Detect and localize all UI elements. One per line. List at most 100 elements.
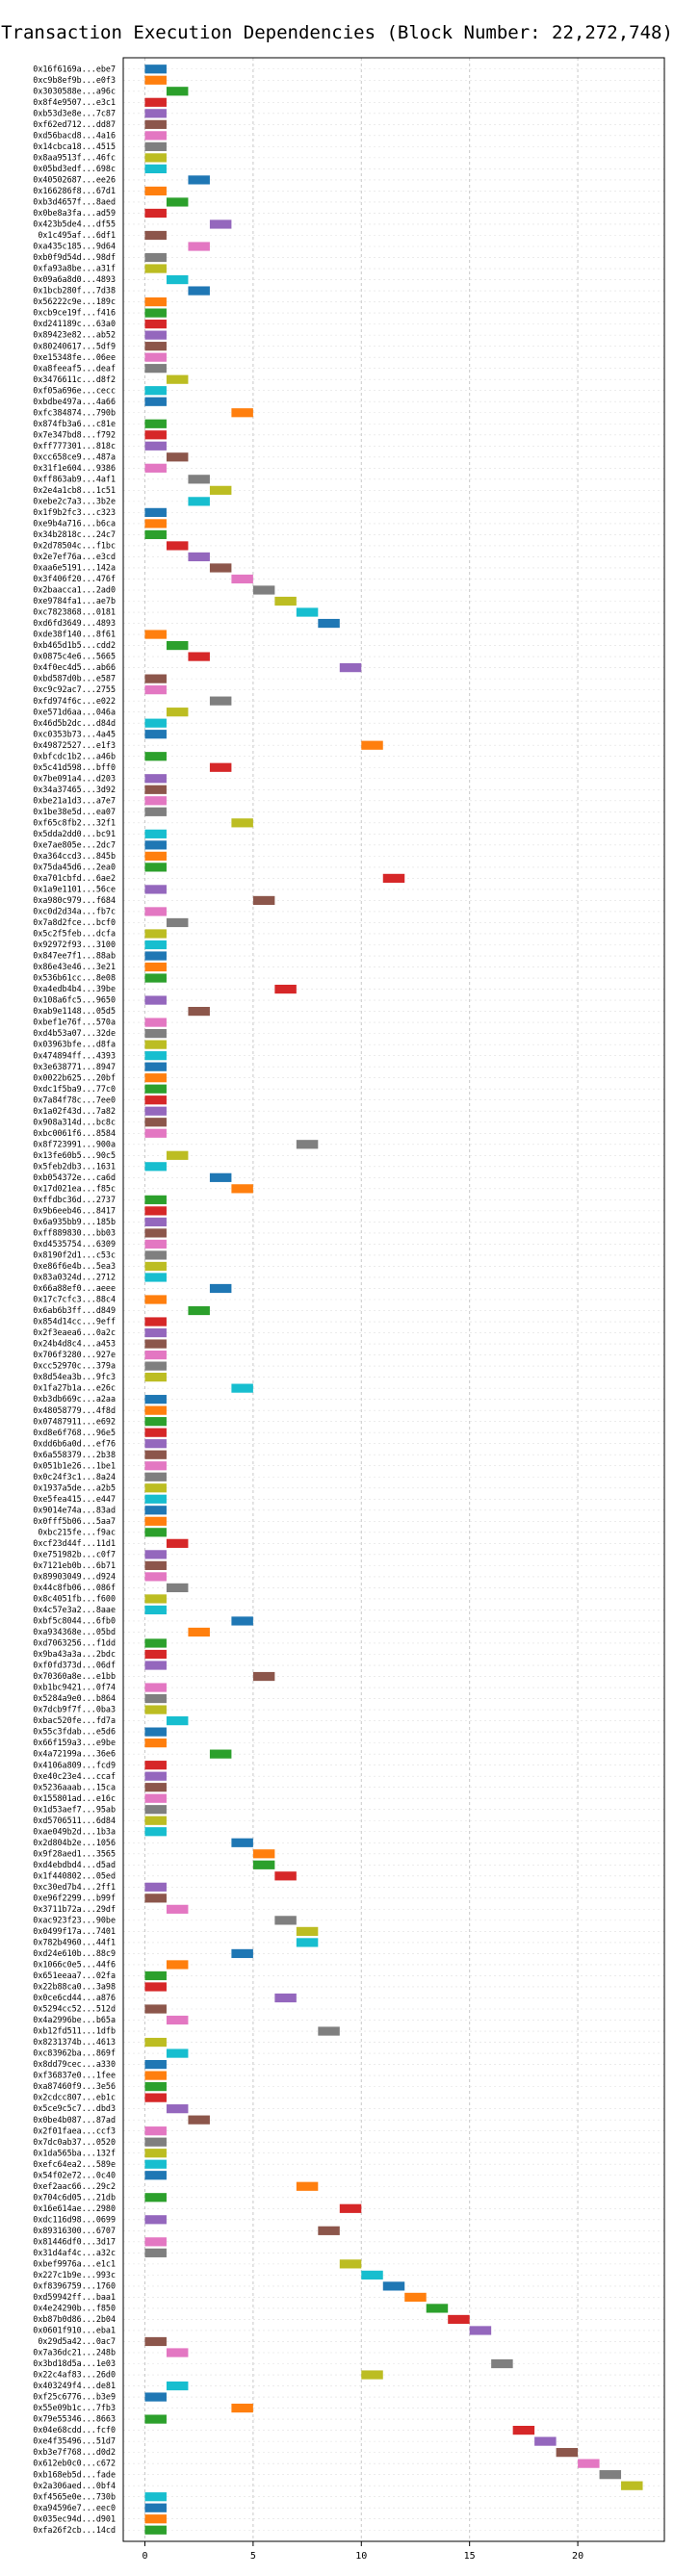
- transaction-bar: [144, 1638, 167, 1648]
- transaction-label: 0xbc0061f6...8584: [33, 1128, 116, 1138]
- transaction-label: 0x86e43e46...3e21: [33, 962, 116, 971]
- transaction-label: 0x80240617...5df9: [33, 341, 116, 350]
- transaction-label: 0xde38f140...8f61: [33, 630, 116, 639]
- transaction-label: 0xd7063256...f1dd: [33, 1638, 116, 1648]
- transaction-bar: [144, 2414, 167, 2424]
- transaction-label: 0x854d14cc...9eff: [33, 1317, 116, 1327]
- transaction-bar: [144, 1250, 167, 1260]
- transaction-label: 0xf36837e0...1fee: [33, 2071, 116, 2080]
- transaction-label: 0x2e7ef76a...e3cd: [33, 552, 116, 561]
- transaction-bar: [144, 2237, 167, 2247]
- transaction-bar: [144, 519, 167, 528]
- transaction-bar: [144, 1572, 167, 1582]
- transaction-bar: [339, 2259, 362, 2269]
- transaction-bar: [144, 940, 167, 950]
- transaction-bar: [144, 2171, 167, 2180]
- transaction-bar: [144, 64, 167, 74]
- transaction-bar: [166, 1904, 189, 1914]
- transaction-bar: [144, 718, 167, 728]
- transaction-label: 0x1a02f43d...7a82: [33, 1106, 116, 1116]
- transaction-label: 0x4106a809...fcd9: [33, 1760, 116, 1769]
- transaction-bar: [144, 1118, 167, 1127]
- transaction-label: 0x7be091a4...d203: [33, 773, 116, 783]
- transaction-bar: [144, 1162, 167, 1172]
- transaction-label: 0xcc658ce9...487a: [33, 451, 116, 461]
- transaction-label: 0xfd974f6c...e022: [33, 696, 116, 706]
- transaction-bar: [339, 662, 362, 673]
- transaction-label: 0x474894ff...4393: [33, 1050, 116, 1060]
- transaction-bar: [144, 1882, 167, 1892]
- transaction-label: 0x4e24290b...f850: [33, 2304, 116, 2313]
- transaction-label: 0x4a72199a...36e6: [33, 1749, 116, 1759]
- transaction-bar: [144, 1793, 167, 1803]
- transaction-label: 0xa934368e...05bd: [33, 1627, 116, 1636]
- transaction-label: 0x34b2818c...24c7: [33, 529, 116, 539]
- transaction-label: 0x0be4b087...87ad: [33, 2115, 116, 2125]
- transaction-label: 0xe9784fa1...ae7b: [33, 596, 116, 605]
- transaction-label: 0xc9b8ef9b...e0f3: [33, 75, 116, 85]
- transaction-bar: [188, 242, 210, 251]
- transaction-label: 0xe96f2299...b99f: [33, 1893, 116, 1902]
- transaction-bar: [252, 585, 275, 595]
- transaction-label: 0x2e4a1cb8...1c51: [33, 485, 116, 495]
- transaction-label: 0x035ec94d...d901: [33, 2513, 116, 2523]
- transaction-label: 0x8f4e9507...e3c1: [33, 97, 116, 107]
- transaction-label: 0x5294cc52...512d: [33, 2004, 116, 2014]
- transaction-label: 0x423b5de4...df55: [33, 219, 116, 229]
- transaction-label: 0xb168eb5d...fade: [33, 2469, 116, 2479]
- transaction-bar: [144, 308, 167, 318]
- transaction-label: 0x0022b625...20bf: [33, 1072, 116, 1082]
- transaction-bar: [144, 1771, 167, 1781]
- transaction-label: 0xa701cbfd...6ae2: [33, 873, 116, 883]
- transaction-label: 0xbef1e76f...570a: [33, 1018, 116, 1027]
- transaction-bar: [144, 1373, 167, 1382]
- transaction-label: 0xf0fd373d...06df: [33, 1661, 116, 1670]
- transaction-label: 0x3711b72a...29df: [33, 1904, 116, 1914]
- transaction-label: 0xd241189c...63a0: [33, 319, 116, 328]
- transaction-bar: [404, 2292, 427, 2303]
- transaction-label: 0x3e638771...8947: [33, 1062, 116, 1071]
- transaction-bar: [144, 1261, 167, 1272]
- transaction-bar: [144, 2248, 167, 2257]
- transaction-bar: [144, 1705, 167, 1714]
- transaction-bar: [252, 895, 275, 906]
- transaction-bar: [209, 696, 232, 706]
- transaction-label: 0xae049b2d...1b3a: [33, 1826, 116, 1836]
- transaction-bar: [188, 497, 210, 506]
- transaction-bar: [209, 1283, 232, 1294]
- transaction-label: 0xc0d2d34a...fb7c: [33, 907, 116, 916]
- transaction-bar: [144, 1084, 167, 1094]
- transaction-label: 0xe15348fe...06ee: [33, 352, 116, 362]
- x-tick-label: 15: [464, 2551, 476, 2562]
- transaction-label: 0x6a935bb9...185b: [33, 1217, 116, 1226]
- transaction-label: 0x03963bfe...d8fa: [33, 1040, 116, 1049]
- transaction-bar: [621, 2481, 643, 2490]
- transaction-label: 0x8dd79cec...a330: [33, 2059, 116, 2069]
- transaction-label: 0x651eeaa7...02fa: [33, 1971, 116, 1980]
- transaction-label: 0xaa6e5191...142a: [33, 563, 116, 573]
- transaction-bar: [144, 1971, 167, 1981]
- transaction-label: 0x0499f17a...7401: [33, 1926, 116, 1936]
- transaction-label: 0xf65c8fb2...32f1: [33, 817, 116, 827]
- transaction-bar: [144, 1516, 167, 1526]
- transaction-label: 0x31f1e604...9386: [33, 463, 116, 473]
- transaction-label: 0x7dc0ab37...0520: [33, 2137, 116, 2147]
- transaction-bar: [144, 2059, 167, 2070]
- transaction-bar: [231, 408, 253, 418]
- transaction-label: 0xa94596e7...eec0: [33, 2503, 116, 2512]
- bars-layer: [144, 64, 643, 2535]
- transaction-label: 0x612eb0c0...c672: [33, 2459, 116, 2468]
- transaction-bar: [144, 1339, 167, 1349]
- transaction-label: 0xb87b0d86...2b04: [33, 2314, 116, 2324]
- transaction-bar: [144, 1594, 167, 1604]
- transaction-label: 0x54f02e72...0c40: [33, 2170, 116, 2179]
- transaction-label: 0xd4ebdbd4...d5ad: [33, 1860, 116, 1869]
- transaction-bar: [166, 374, 189, 384]
- transaction-bar: [166, 2015, 189, 2025]
- transaction-bar: [144, 807, 167, 816]
- transaction-label: 0x09a6a8d0...4893: [33, 274, 116, 284]
- y-axis-labels: 0x16f6169a...ebe7 0xc9b8ef9b...e0f30x3030…: [33, 64, 116, 2534]
- transaction-bar: [144, 2514, 167, 2524]
- transaction-bar: [318, 2026, 340, 2036]
- transaction-bar: [144, 186, 167, 196]
